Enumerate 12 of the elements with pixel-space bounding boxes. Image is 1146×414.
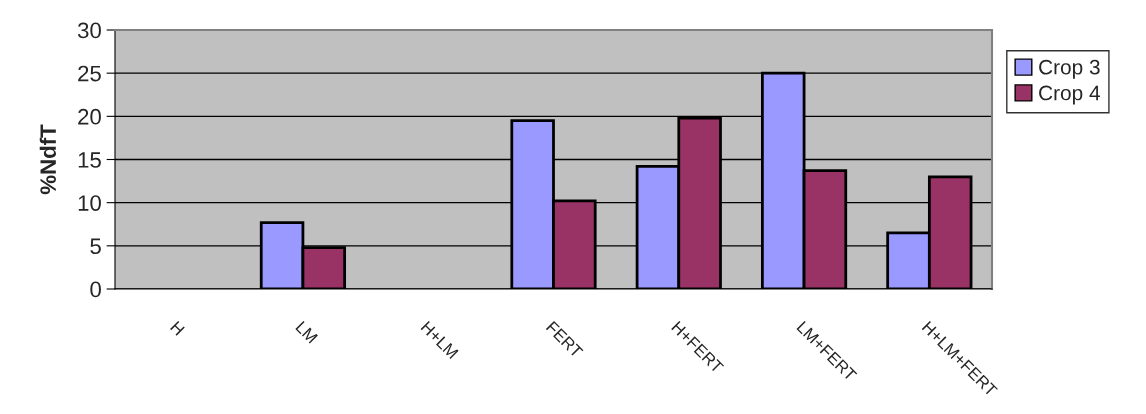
- y-tick-label: 15: [78, 152, 101, 168]
- y-tick-label: 20: [78, 108, 101, 125]
- x-tick-label: LM: [295, 320, 318, 344]
- y-tick-label: 0: [90, 281, 101, 298]
- legend-label: Crop 4: [1039, 85, 1100, 105]
- y-tick-label: 10: [78, 195, 101, 211]
- y-tick-label: 30: [77, 22, 101, 39]
- y-tick-label: 25: [78, 65, 101, 82]
- legend-label: Crop 3: [1039, 59, 1100, 79]
- y-axis-title: %NdfT: [39, 124, 57, 195]
- y-tick-label: 5: [90, 238, 101, 255]
- x-tick-label: H: [170, 320, 185, 336]
